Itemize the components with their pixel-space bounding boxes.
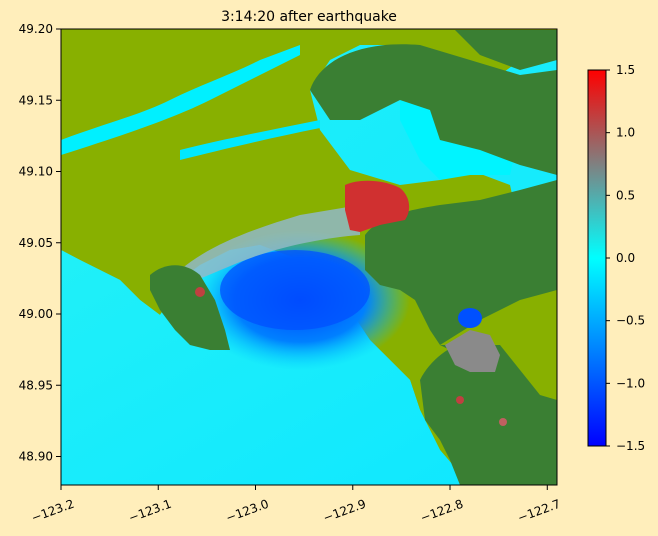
point-roberts	[150, 265, 230, 350]
blue-spot-east	[458, 308, 482, 328]
river-channel	[61, 45, 300, 155]
x-axis: −123.2 −123.1 −123.0 −122.9 −122.8 −122.7	[29, 485, 562, 525]
red-spot-3	[499, 418, 507, 426]
x-tick-label: −123.0	[224, 497, 271, 525]
red-anomaly	[345, 180, 410, 232]
y-tick-label: 48.90	[19, 450, 53, 464]
colorbar-tick-label: −1.0	[616, 376, 645, 390]
y-tick-label: 49.15	[19, 93, 53, 107]
colorbar-tick-label: 1.0	[616, 126, 635, 140]
colorbar-gradient	[587, 69, 607, 447]
lowland-east-fringe	[440, 290, 557, 400]
x-tick-label: −122.8	[419, 497, 466, 525]
red-spot-2	[456, 396, 464, 404]
y-tick-label: 49.10	[19, 165, 53, 179]
red-spot-1	[195, 287, 205, 297]
y-axis: 48.90 48.95 49.00 49.05 49.10 49.15 49.20	[19, 22, 61, 464]
x-tick-label: −122.7	[516, 497, 563, 525]
y-tick-label: 49.20	[19, 22, 53, 36]
plot-frame	[60, 28, 558, 486]
delta-front-grey	[180, 205, 360, 285]
upland-north-2	[455, 30, 557, 70]
colorbar-ticks: −1.5 −1.0 −0.5 0.0 0.5 1.0 1.5	[606, 63, 645, 453]
upland-north	[310, 44, 557, 175]
x-tick-label: −122.9	[321, 497, 368, 525]
upland-south	[420, 340, 557, 485]
colorbar-tick-label: 0.5	[616, 188, 635, 202]
grey-wedge-east	[445, 330, 500, 372]
y-tick-label: 49.00	[19, 307, 53, 321]
x-tick-label: −123.1	[127, 497, 174, 525]
colorbar-tick-label: 1.5	[616, 63, 635, 77]
y-tick-label: 49.05	[19, 236, 53, 250]
colorbar-tick-label: −1.5	[616, 439, 645, 453]
map-heatmap	[61, 29, 557, 485]
colorbar: −1.5 −1.0 −0.5 0.0 0.5 1.0 1.5	[587, 63, 645, 453]
colorbar-tick-label: 0.0	[616, 251, 635, 265]
river-channel-2	[180, 120, 320, 160]
x-tick-label: −123.2	[29, 497, 76, 525]
chart-title: 3:14:20 after earthquake	[221, 9, 397, 25]
colorbar-tick-label: −0.5	[616, 314, 645, 328]
y-tick-label: 48.95	[19, 378, 53, 392]
negative-anomaly-core-2	[220, 250, 370, 330]
